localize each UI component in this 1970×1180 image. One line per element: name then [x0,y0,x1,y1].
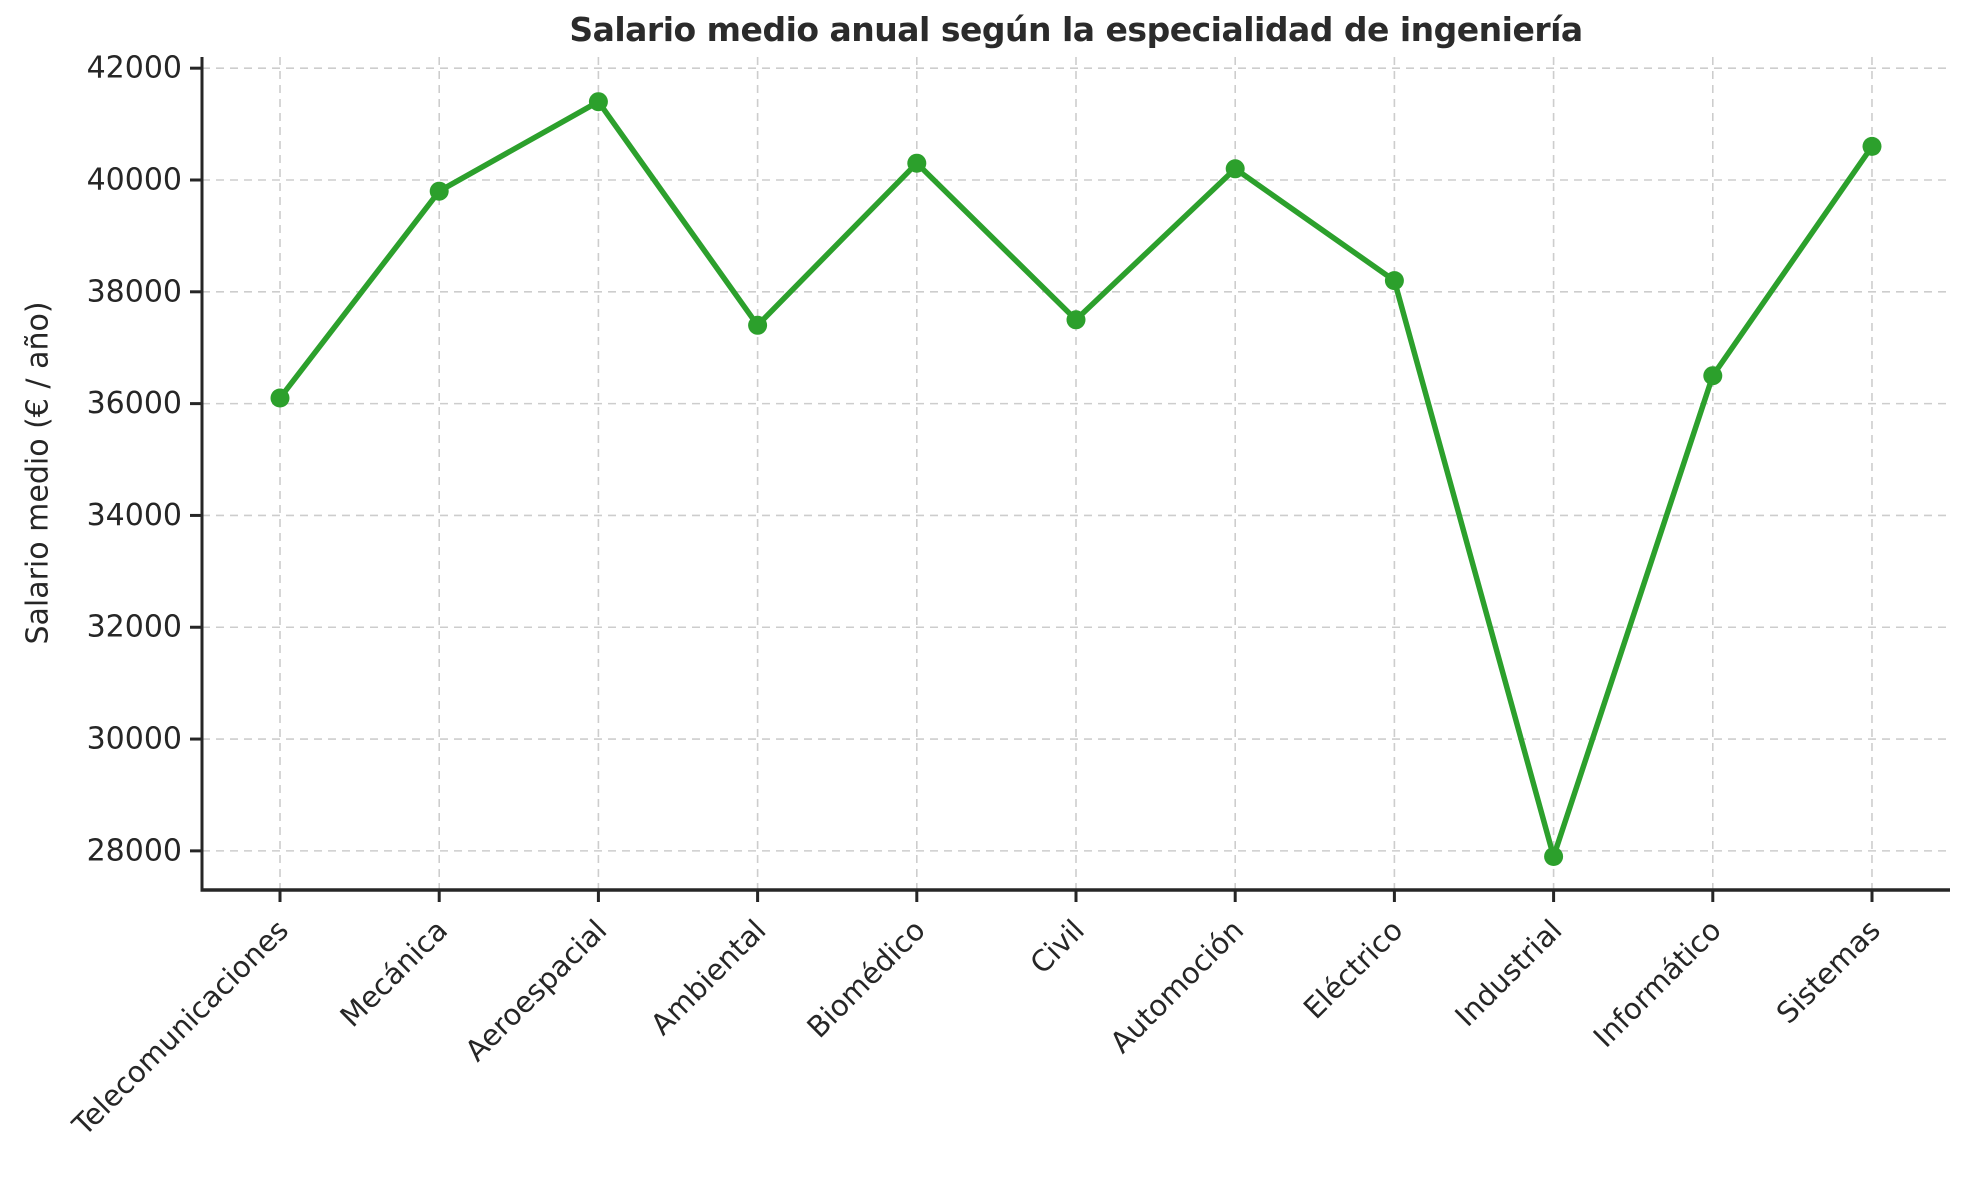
data-point-mecanica [429,181,449,201]
data-point-ambiental [748,315,768,335]
x-tick-label-sistemas: Sistemas [1770,913,1887,1030]
data-point-informatico [1703,366,1723,386]
y-tick-label-32000: 32000 [87,610,182,645]
x-tick-label-ambiental: Ambiental [644,913,773,1042]
x-tick-label-civil: Civil [1023,913,1091,981]
data-point-industrial [1544,847,1564,866]
data-point-civil [1066,310,1086,330]
data-point-telecomunicaciones [270,388,290,408]
x-tick-label-electrico: Eléctrico [1297,913,1410,1026]
x-tick-label-telecomunicaciones: Telecomunicaciones [65,913,295,1143]
x-tick-label-aeroespacial: Aeroespacial [458,913,613,1068]
data-point-sistemas [1862,136,1882,156]
y-tick-label-42000: 42000 [87,51,182,86]
y-tick-label-28000: 28000 [87,833,182,868]
x-tick-label-industrial: Industrial [1448,913,1568,1033]
data-point-electrico [1384,271,1404,291]
y-tick-label-36000: 36000 [87,386,182,421]
y-tick-label-30000: 30000 [87,722,182,757]
y-tick-label-34000: 34000 [87,498,182,533]
y-tick-label-40000: 40000 [87,162,182,197]
data-point-aeroespacial [588,92,608,112]
x-tick-label-mecanica: Mecánica [333,913,454,1034]
x-tick-label-informatico: Informático [1587,913,1728,1054]
chart-title: Salario medio anual según la especialida… [569,10,1583,49]
x-tick-label-automocion: Automoción [1103,913,1250,1060]
y-tick-label-38000: 38000 [87,274,182,309]
data-point-automocion [1225,159,1245,179]
data-point-biomedico [907,153,927,173]
x-tick-label-biomedico: Biomédico [800,913,931,1044]
